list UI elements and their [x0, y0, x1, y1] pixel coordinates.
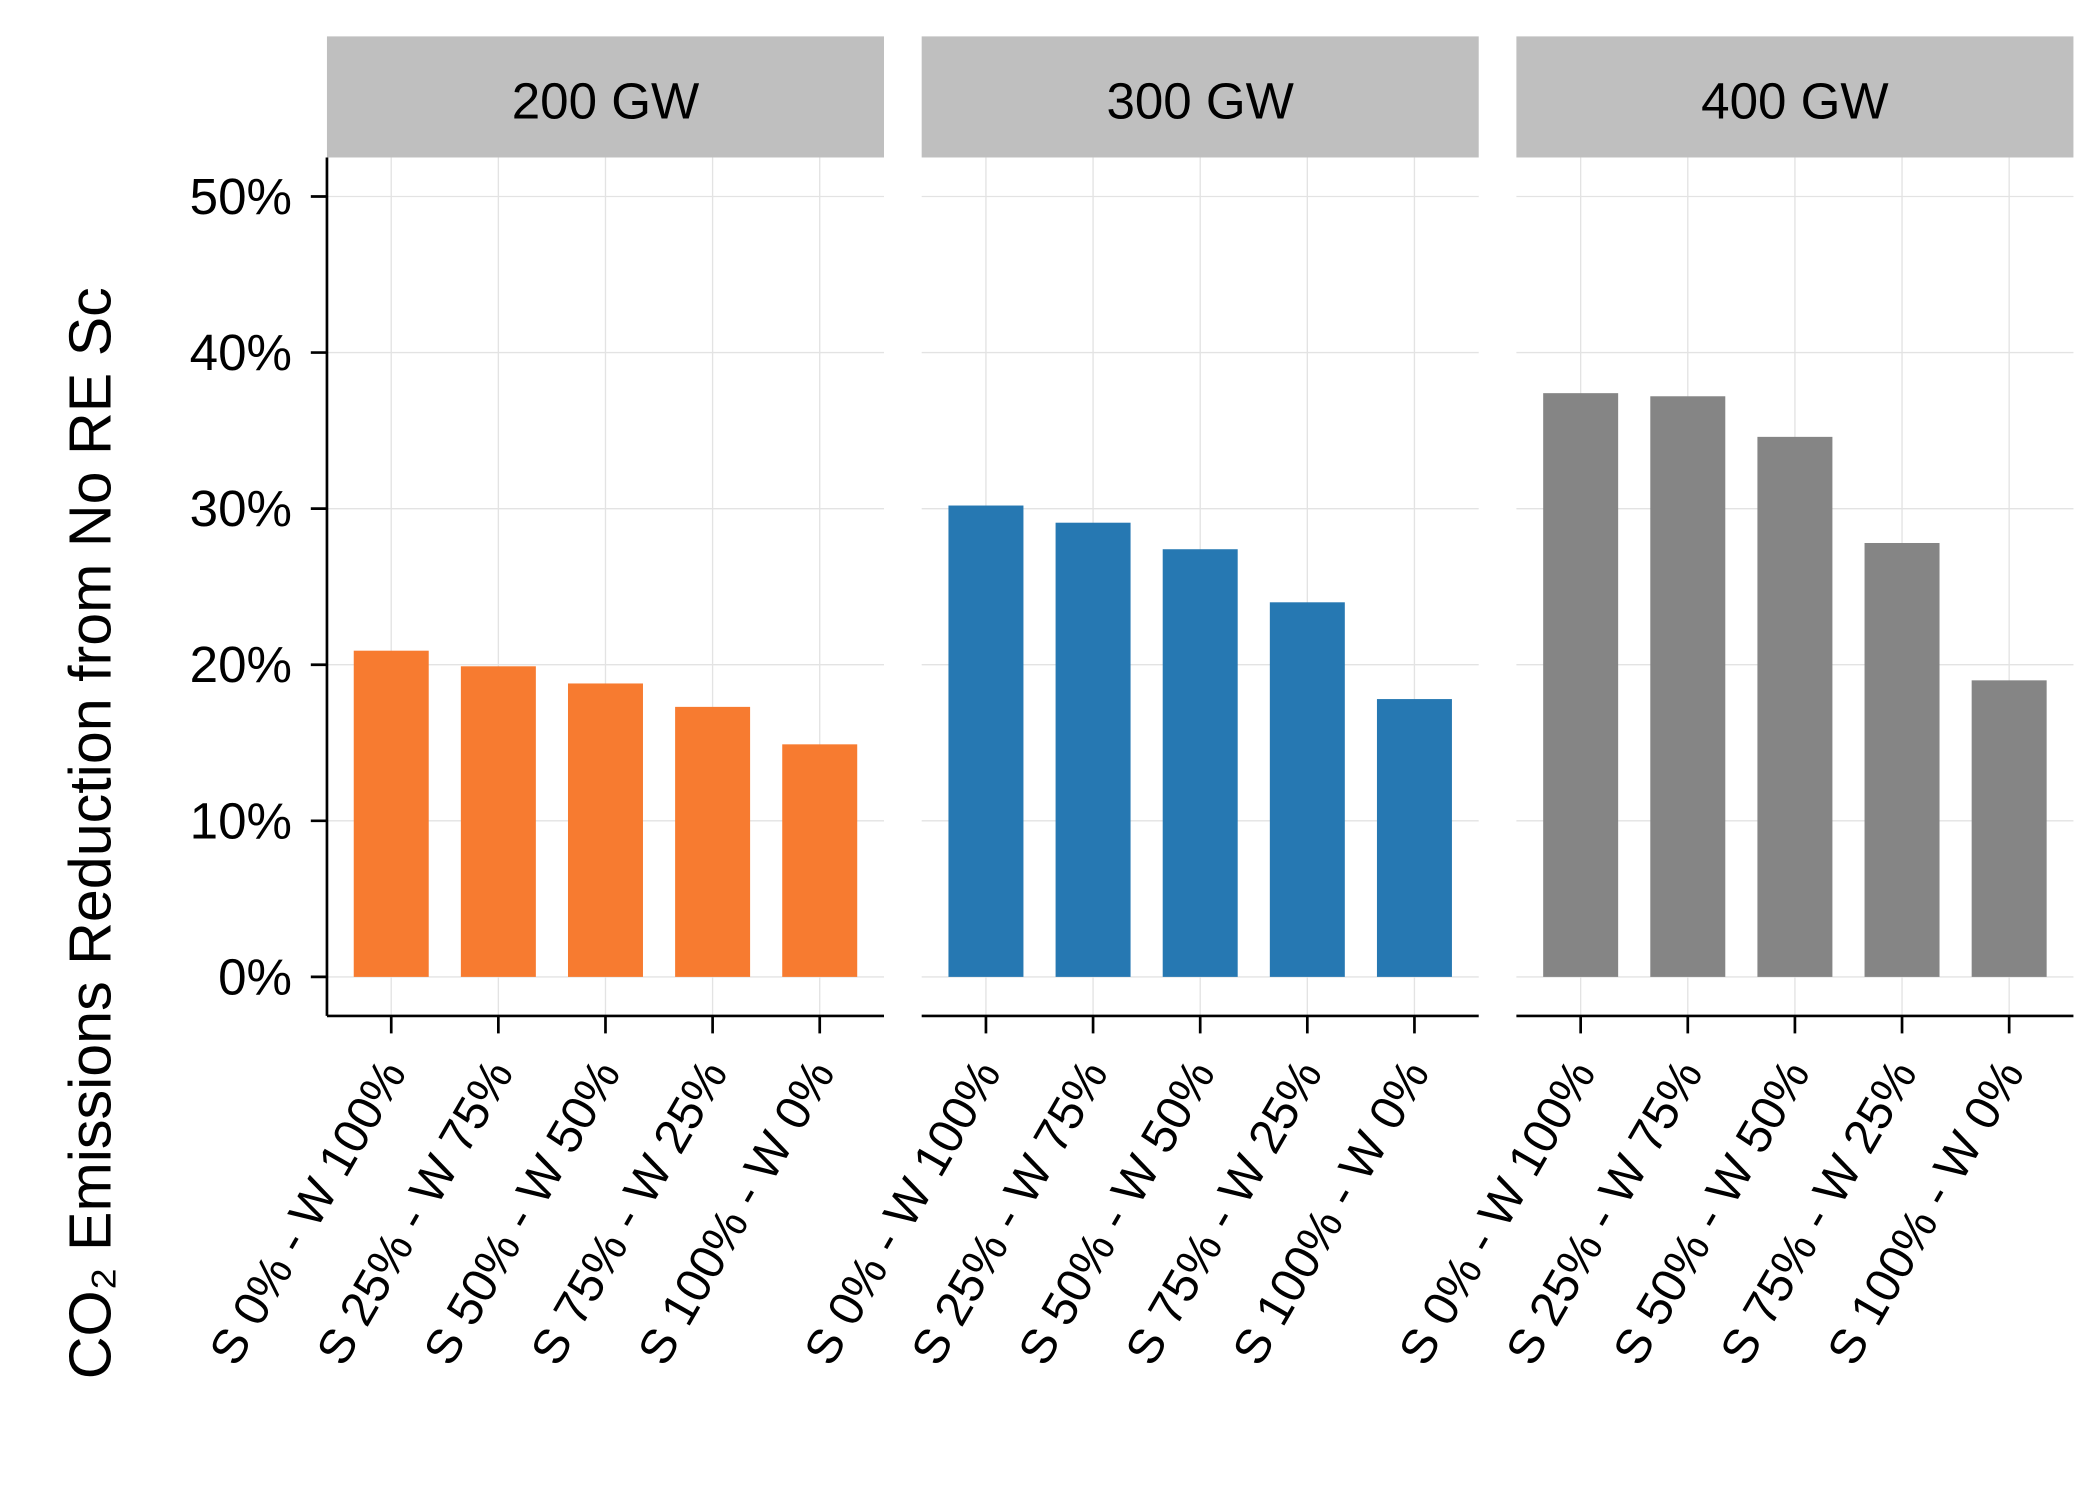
y-tick-label: 10%: [190, 792, 292, 849]
y-axis-label: CO₂ Emissions Reduction from No RE Sc: [56, 287, 123, 1379]
bar: [567, 683, 643, 977]
strip: [1516, 36, 2074, 158]
y-tick-label: 50%: [190, 168, 292, 225]
bar: [1543, 393, 1619, 977]
bar: [948, 505, 1024, 977]
strip: [921, 36, 1479, 158]
bar: [1162, 549, 1238, 977]
bar: [782, 744, 858, 977]
y-tick-label: 0%: [218, 948, 292, 1005]
panel-title: 300 GW: [1106, 72, 1294, 129]
y-tick-label: 20%: [190, 636, 292, 693]
bar: [1376, 699, 1452, 977]
strip: [326, 36, 885, 158]
bar: [460, 666, 536, 977]
y-tick-label: 30%: [190, 480, 292, 537]
bar: [1269, 602, 1345, 977]
bar: [1757, 436, 1833, 977]
bar: [1055, 522, 1131, 977]
bar: [353, 650, 429, 977]
bar: [675, 706, 751, 977]
y-tick-label: 40%: [190, 324, 292, 381]
bar: [1864, 542, 1940, 977]
panel-title: 400 GW: [1701, 72, 1889, 129]
bar: [1971, 680, 2047, 977]
panel-title: 200 GW: [512, 72, 700, 129]
bar: [1650, 396, 1726, 977]
